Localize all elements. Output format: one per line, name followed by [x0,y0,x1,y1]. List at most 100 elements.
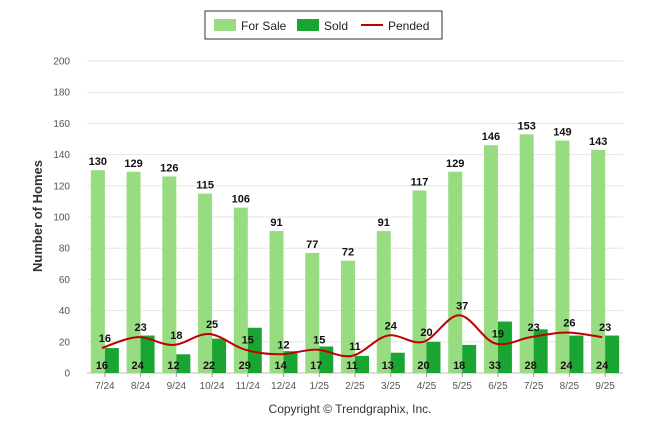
label-pended: 37 [456,300,468,312]
bar-sold [247,327,262,373]
label-for-sale: 129 [446,158,464,170]
label-pended: 18 [170,330,182,342]
copyright-text: Copyright © Trendgraphix, Inc. [269,402,432,416]
y-tick-label: 180 [53,88,70,99]
label-sold: 14 [274,360,287,372]
bar-for-sale [591,149,606,373]
data-labels: 130 16 16 129 24 23 126 12 18 115 22 25 106 29 15 91 14 1… [89,120,612,372]
label-sold: 12 [167,360,179,372]
x-tick-label: 5/25 [452,381,472,392]
label-for-sale: 106 [232,194,250,206]
label-for-sale: 146 [482,131,500,143]
label-pended: 23 [528,322,540,334]
label-pended: 20 [420,327,432,339]
bar-sold [140,335,155,373]
label-pended: 23 [599,322,611,334]
legend-label-sold: Sold [324,19,348,33]
label-pended: 11 [349,341,361,353]
x-tick-label: 11/24 [236,381,261,392]
x-tick-label: 8/25 [560,381,580,392]
label-sold: 24 [560,360,573,372]
bar-sold [212,338,227,373]
bar-for-sale [90,170,105,373]
label-pended: 26 [563,317,575,329]
bar-for-sale [269,231,284,373]
bar-sold [355,355,369,373]
label-sold: 33 [489,360,501,372]
bar-for-sale [162,176,177,373]
y-tick-label: 100 [53,213,70,224]
y-axis-ticks: 0 20 40 60 80 100 120 140 160 180 200 [53,57,70,380]
y-tick-label: 0 [64,369,70,380]
bar-sold [390,352,405,373]
label-for-sale: 130 [89,156,107,168]
bar-sold [176,354,191,373]
label-for-sale: 115 [196,180,214,192]
pended-line [101,314,603,358]
x-tick-label: 4/25 [417,381,437,392]
x-tick-label: 3/25 [381,381,401,392]
bar-for-sale [555,140,570,373]
pended-line-path [101,314,603,358]
x-tick-label: 9/25 [595,381,615,392]
x-axis-ticks: 7/24 8/24 9/24 10/24 11/24 12/24 1/25 2/25 3/25 4… [95,373,615,392]
label-pended: 15 [242,335,254,347]
y-tick-label: 120 [53,181,70,192]
bar-for-sale [305,252,320,373]
bar-for-sale [519,134,534,373]
label-sold: 17 [310,360,322,372]
label-pended: 12 [277,339,289,351]
x-tick-label: 12/24 [271,381,296,392]
label-for-sale: 129 [124,158,142,170]
x-tick-label: 7/24 [95,381,115,392]
label-for-sale: 149 [553,127,571,139]
label-for-sale: 153 [517,120,535,132]
label-sold: 24 [131,360,144,372]
bar-sold [104,348,119,373]
bar-sold [533,329,548,373]
label-for-sale: 117 [411,176,429,188]
y-axis-label: Number of Homes [30,160,45,272]
label-pended: 23 [134,322,146,334]
y-tick-label: 60 [59,275,71,286]
bar-for-sale [233,207,248,373]
x-tick-label: 8/24 [131,381,151,392]
legend-box [204,10,443,40]
x-tick-label: 6/25 [488,381,508,392]
legend-swatch-sold [297,19,319,31]
label-for-sale: 91 [378,217,390,229]
label-sold: 22 [203,360,215,372]
label-sold: 13 [382,360,394,372]
y-tick-label: 40 [59,306,71,317]
y-tick-label: 20 [59,337,71,348]
bar-for-sale [126,171,141,373]
x-tick-label: 1/25 [310,381,330,392]
label-sold: 20 [417,360,429,372]
legend-label-pended: Pended [388,19,429,33]
bar-sold [497,321,512,373]
y-tick-label: 80 [59,244,71,255]
label-pended: 19 [492,328,504,340]
legend-label-for-sale: For Sale [241,19,287,33]
bar-sold [605,335,620,373]
bar-sold [462,344,477,373]
bar-sold [569,335,584,373]
x-tick-label: 10/24 [200,381,225,392]
bar-sold [426,341,441,373]
label-for-sale: 143 [589,136,607,148]
label-pended: 15 [313,335,325,347]
label-for-sale: 72 [342,247,354,259]
label-for-sale: 77 [306,239,318,251]
bar-for-sale [198,193,213,373]
label-sold: 18 [453,360,465,372]
x-tick-label: 2/25 [345,381,365,392]
label-pended: 24 [385,321,398,333]
y-tick-label: 140 [53,150,70,161]
x-tick-label: 9/24 [167,381,187,392]
label-sold: 11 [346,360,358,372]
label-sold: 16 [96,360,108,372]
bar-for-sale [376,231,391,373]
bar-for-sale [448,171,463,373]
bar-sold [283,351,298,373]
